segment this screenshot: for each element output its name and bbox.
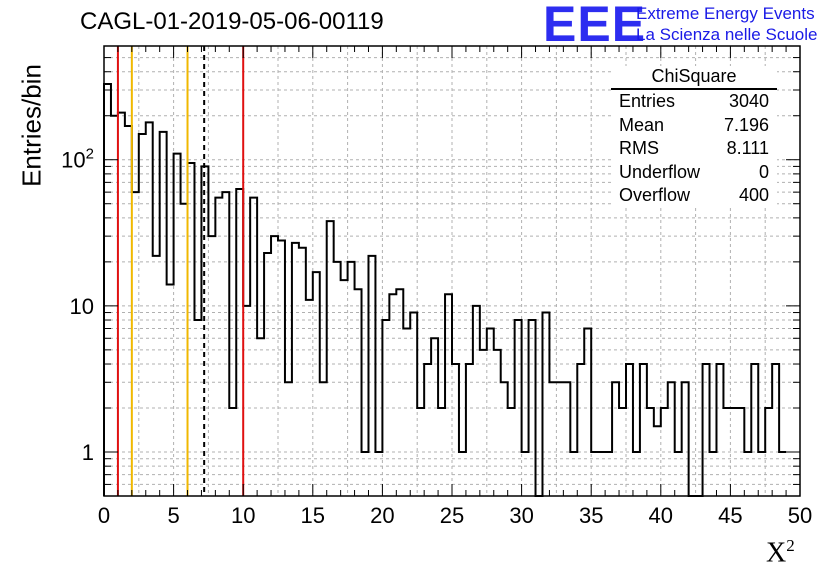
eee-logo: EEE bbox=[543, 0, 647, 52]
stats-value: 400 bbox=[738, 185, 769, 206]
x-axis-label: X2 bbox=[766, 536, 795, 569]
y-tick-label: 1 bbox=[82, 440, 94, 465]
stats-value: 7.196 bbox=[723, 114, 769, 135]
stats-value: 3040 bbox=[728, 91, 769, 112]
stats-row-overflow: Overflow 400 bbox=[611, 184, 777, 208]
chart-title: CAGL-01-2019-05-06-00119 bbox=[80, 8, 384, 35]
y-axis-label: Entries/bin bbox=[16, 64, 47, 187]
histogram-outline bbox=[103, 82, 787, 497]
stats-row-mean: Mean 7.196 bbox=[611, 114, 777, 138]
x-tick-label: 25 bbox=[440, 503, 464, 528]
x-tick-label: 45 bbox=[718, 503, 742, 528]
stats-box: ChiSquare Entries 3040 Mean 7.196 RMS 8.… bbox=[611, 66, 777, 208]
stats-value: 0 bbox=[758, 161, 769, 182]
x-axis-label-sup: 2 bbox=[786, 536, 795, 555]
stats-row-underflow: Underflow 0 bbox=[611, 161, 777, 185]
x-tick-label: 50 bbox=[788, 503, 812, 528]
x-tick-label: 40 bbox=[649, 503, 673, 528]
stats-row-entries: Entries 3040 bbox=[611, 90, 777, 114]
stats-label: Mean bbox=[619, 114, 665, 135]
x-tick-label: 15 bbox=[301, 503, 325, 528]
x-tick-label: 30 bbox=[509, 503, 533, 528]
logo-line-1: Extreme Energy Events bbox=[636, 4, 815, 23]
stats-title: ChiSquare bbox=[611, 66, 777, 90]
x-axis-label-main: X bbox=[766, 537, 787, 569]
x-tick-label: 10 bbox=[231, 503, 255, 528]
stats-label: Overflow bbox=[619, 185, 691, 206]
stats-label: RMS bbox=[619, 138, 659, 159]
x-tick-label: 5 bbox=[167, 503, 179, 528]
x-tick-label: 0 bbox=[98, 503, 110, 528]
stats-label: Underflow bbox=[619, 161, 701, 182]
x-tick-label: 20 bbox=[370, 503, 394, 528]
x-tick-label: 35 bbox=[579, 503, 603, 528]
stats-value: 8.111 bbox=[726, 138, 769, 159]
y-tick-label: 102 bbox=[61, 146, 94, 173]
stats-label: Entries bbox=[619, 91, 676, 112]
logo-line-2: La Scienza nelle Scuole bbox=[636, 25, 818, 44]
stats-row-rms: RMS 8.111 bbox=[611, 137, 777, 161]
y-tick-label: 10 bbox=[70, 294, 94, 319]
